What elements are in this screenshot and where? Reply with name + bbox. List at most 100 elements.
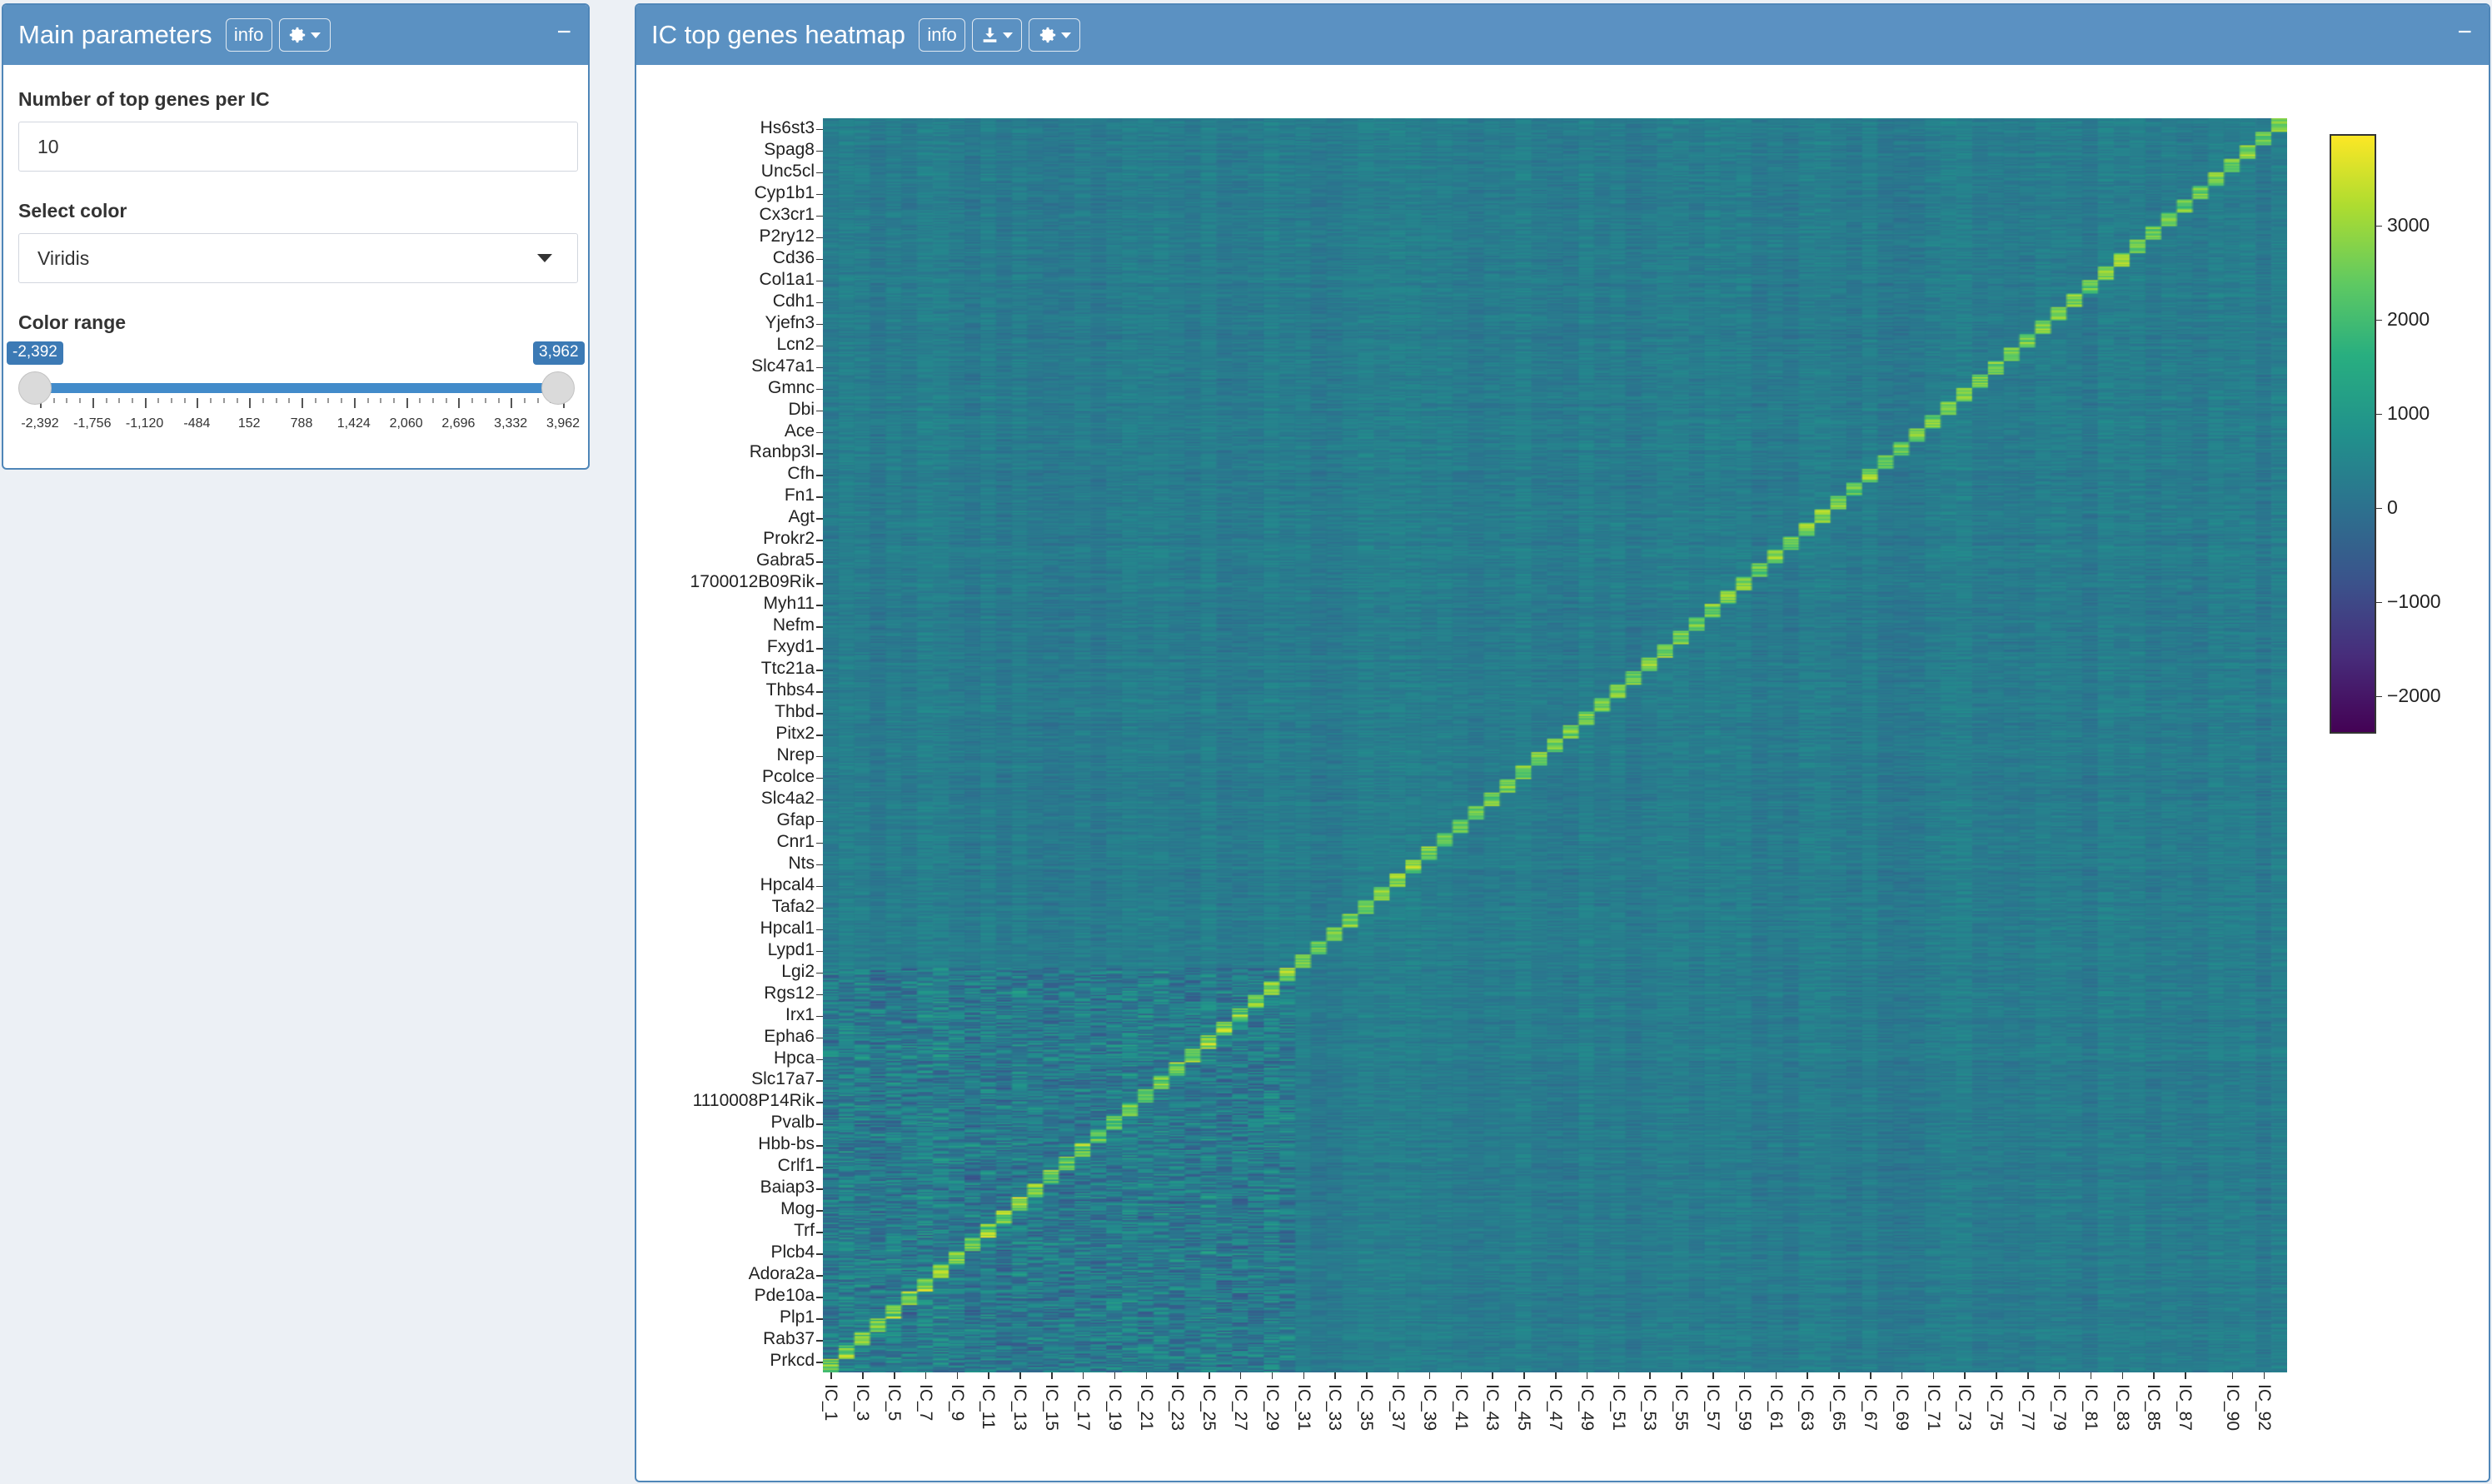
ic-axis-tick — [2231, 1372, 2234, 1379]
ic-axis-tick — [1743, 1372, 1746, 1379]
ic-axis-tick — [2121, 1372, 2124, 1379]
ic-tick-label: IC_1 — [821, 1384, 841, 1422]
slider-minor-tick — [52, 398, 55, 403]
gene-axis-tick — [816, 648, 823, 650]
gene-tick-label: Cyp1b1 — [754, 182, 815, 202]
slider-minor-tick — [419, 398, 421, 403]
slider-minor-tick — [236, 398, 238, 403]
chevron-down-icon — [1003, 32, 1014, 38]
gene-tick-label: Rab37 — [763, 1329, 815, 1349]
ic-axis-tick — [925, 1372, 927, 1379]
collapse-button[interactable]: − — [556, 18, 571, 46]
ic-tick-label: IC_11 — [979, 1384, 999, 1430]
gene-tick-label: Fxyd1 — [766, 637, 815, 657]
gene-axis-tick — [816, 1210, 823, 1212]
slider-minor-tick — [210, 398, 212, 403]
download-dropdown-button[interactable] — [972, 18, 1023, 52]
ic-tick-label: IC_55 — [1672, 1384, 1692, 1432]
ic-tick-label: IC_43 — [1483, 1384, 1503, 1432]
gene-axis-tick — [816, 345, 823, 347]
ic-tick-label: IC_25 — [1199, 1384, 1219, 1432]
gene-axis-tick — [816, 713, 823, 715]
slider-minor-tick — [79, 398, 82, 403]
ic-axis-tick — [2027, 1372, 2029, 1379]
info-button[interactable]: info — [225, 18, 272, 52]
slider-minor-tick — [445, 398, 447, 403]
gene-axis-tick — [816, 453, 823, 455]
slider-max-handle[interactable] — [541, 371, 575, 405]
slider-tick-label: -1,756 — [73, 416, 112, 431]
gene-axis-tick — [816, 301, 823, 304]
ic-tick-label: IC_5 — [885, 1384, 905, 1422]
ic-axis-tick — [1838, 1372, 1840, 1379]
slider-minor-tick — [523, 398, 526, 403]
gene-tick-label: Lgi2 — [781, 961, 815, 981]
gene-tick-label: Prkcd — [770, 1351, 815, 1371]
settings-dropdown-button[interactable] — [1029, 18, 1081, 52]
gene-axis-tick — [816, 1058, 823, 1060]
info-button[interactable]: info — [919, 18, 966, 52]
ic-axis-tick — [862, 1372, 864, 1379]
gene-tick-label: Baiap3 — [760, 1178, 815, 1198]
gene-tick-label: Ttc21a — [760, 659, 815, 679]
gene-axis-tick — [816, 777, 823, 779]
ic-axis-tick — [1397, 1372, 1399, 1379]
ic-axis-tick — [1334, 1372, 1336, 1379]
gene-axis-tick — [816, 128, 823, 131]
gene-axis-tick — [816, 885, 823, 888]
gene-tick-label: Crlf1 — [777, 1156, 815, 1176]
ic-axis-tick — [1082, 1372, 1084, 1379]
gene-axis-tick — [816, 410, 823, 412]
gear-icon — [289, 27, 306, 43]
gene-tick-label: Prokr2 — [763, 529, 815, 549]
heatmap-title: IC top genes heatmap — [651, 20, 906, 49]
settings-dropdown-button[interactable] — [278, 18, 331, 52]
colorbar-tick-label: 2000 — [2387, 307, 2430, 330]
ic-axis-tick — [830, 1372, 832, 1379]
gene-axis-tick — [816, 323, 823, 326]
ic-tick-label: IC_57 — [1703, 1384, 1723, 1432]
gene-tick-label: Lcn2 — [776, 334, 815, 354]
download-icon — [983, 27, 997, 42]
slider-track[interactable] — [37, 383, 560, 393]
ic-tick-label: IC_9 — [947, 1384, 967, 1422]
gene-tick-label: Tafa2 — [771, 896, 815, 916]
ic-tick-label: IC_39 — [1419, 1384, 1439, 1432]
gene-tick-label: Yjefn3 — [765, 312, 815, 332]
slider-minor-tick — [131, 398, 133, 403]
gene-axis-tick — [816, 496, 823, 498]
ic-axis-tick — [1114, 1372, 1116, 1379]
color-select[interactable]: Viridis — [18, 233, 578, 283]
gene-axis-tick — [816, 431, 823, 433]
gene-axis-tick — [816, 172, 823, 174]
ic-tick-label: IC_77 — [2018, 1384, 2038, 1432]
main-parameters-title: Main parameters — [18, 20, 212, 49]
ic-tick-label: IC_33 — [1325, 1384, 1345, 1432]
gene-tick-label: Cd36 — [772, 247, 815, 267]
ic-tick-label: IC_41 — [1451, 1384, 1471, 1432]
top-genes-input[interactable]: 10 — [18, 122, 578, 172]
colorbar-tick — [2375, 225, 2382, 227]
chevron-down-icon — [311, 32, 321, 38]
gene-tick-label: Hpca — [773, 1048, 815, 1068]
gene-tick-label: Rgs12 — [764, 983, 815, 1003]
ic-tick-label: IC_23 — [1168, 1384, 1188, 1432]
gene-axis-tick — [816, 583, 823, 585]
ic-tick-label: IC_19 — [1104, 1384, 1124, 1432]
slider-tick — [144, 398, 147, 408]
gene-axis-tick — [816, 388, 823, 391]
slider-min-handle[interactable] — [18, 371, 52, 405]
heatmap-canvas[interactable] — [823, 118, 2287, 1372]
gene-axis-tick — [816, 972, 823, 974]
slider-tick — [302, 398, 303, 408]
collapse-button[interactable]: − — [2457, 18, 2472, 46]
slider-minor-tick — [497, 398, 500, 403]
slider-minor-tick — [288, 398, 291, 403]
ic-tick-label: IC_15 — [1042, 1384, 1062, 1432]
gene-tick-label: Ranbp3l — [749, 442, 815, 462]
slider-tick — [249, 398, 252, 408]
gene-tick-label: Pitx2 — [775, 724, 815, 744]
ic-tick-label: IC_75 — [1986, 1384, 2006, 1432]
slider-minor-tick — [366, 398, 369, 403]
ic-tick-label: IC_13 — [1010, 1384, 1030, 1432]
